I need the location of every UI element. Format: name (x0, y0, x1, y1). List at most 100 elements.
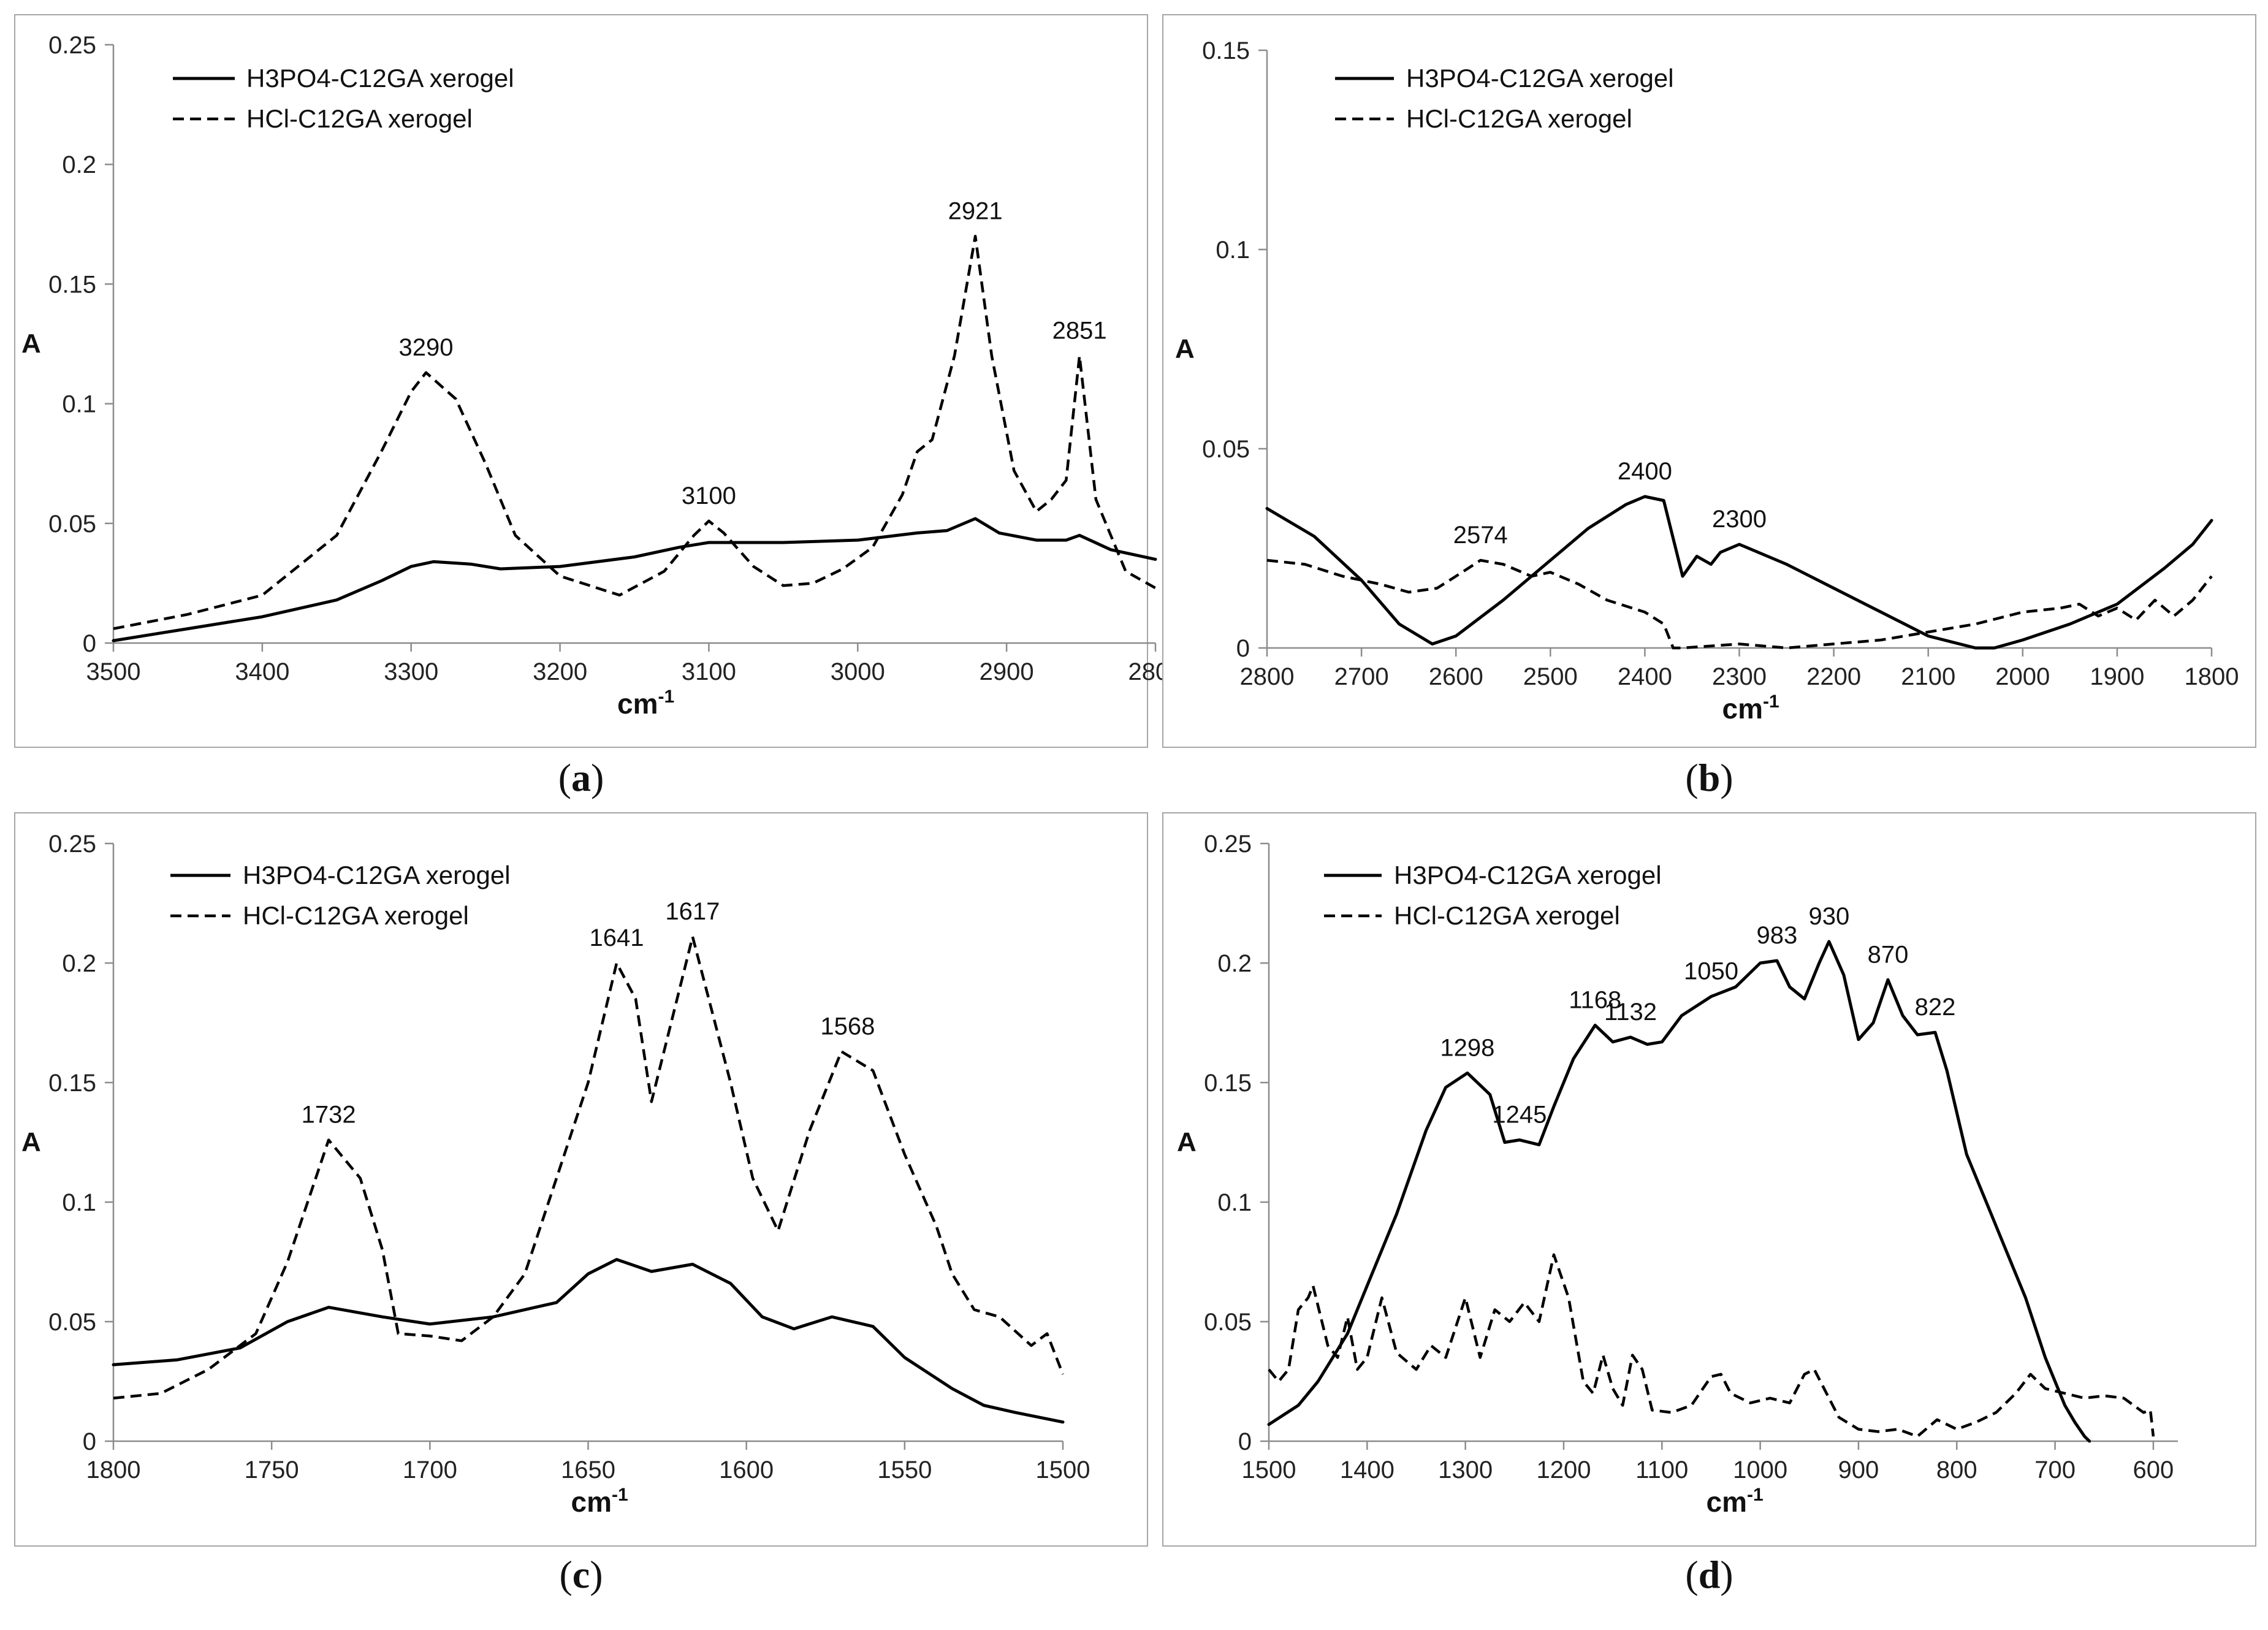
y-tick-label: 0.05 (48, 511, 96, 538)
x-tick-label: 3200 (533, 658, 587, 685)
y-tick-label: 0 (83, 1428, 96, 1455)
series-line-h3po4 (112, 1258, 1065, 1424)
y-tick-label: 0.1 (62, 391, 96, 418)
y-axis-title: A (21, 329, 41, 359)
x-tick-label: 2700 (1334, 663, 1389, 690)
panel-caption: (c) (559, 1553, 603, 1596)
panel-a: 0 0.05 0.1 0.15 0.2 0.25 3500 3400 3300 3200 3100 3… (14, 14, 1182, 799)
y-axis-title: A (21, 1127, 41, 1157)
series-line-hcl (113, 235, 1157, 630)
x-tick-label: 1700 (403, 1457, 457, 1483)
legend-label-h3po4: H3PO4-C12GA xerogel (1406, 64, 1674, 93)
panel-caption-open: ( (1685, 1553, 1698, 1596)
x-tick-label: 3100 (682, 658, 736, 685)
x-tick-label: 1600 (719, 1457, 774, 1483)
panel-caption-close: ) (590, 1553, 603, 1596)
y-tick-label: 0.1 (62, 1189, 96, 1216)
legend-label-hcl: HCl-C12GA xerogel (243, 901, 469, 930)
y-tick-label: 0.15 (1204, 1070, 1252, 1097)
series-line-hcl (1268, 1253, 2155, 1438)
series-line-hcl (1266, 558, 2213, 650)
panel-caption-close: ) (1720, 756, 1733, 799)
x-tick-label: 700 (2034, 1457, 2076, 1483)
x-tick-label: 2400 (1618, 663, 1672, 690)
y-tick-label: 0.15 (48, 1070, 96, 1097)
peak-label: 822 (1915, 994, 1956, 1021)
peak-label: 1050 (1684, 958, 1738, 985)
peak-label: 1732 (302, 1102, 356, 1129)
series-line-h3po4 (1267, 940, 2091, 1443)
x-tick-label: 1500 (1242, 1457, 1296, 1483)
panel-frame (14, 812, 1148, 1547)
y-tick-label: 0.1 (1216, 237, 1250, 264)
peak-label: 1617 (665, 898, 720, 925)
x-tick-label: 1200 (1536, 1457, 1591, 1483)
y-tick-label: 0 (83, 630, 96, 657)
x-tick-label: 1400 (1340, 1457, 1395, 1483)
x-tick-label: 3400 (235, 658, 289, 685)
x-tick-label: 2000 (1995, 663, 2050, 690)
legend-label-h3po4: H3PO4-C12GA xerogel (243, 861, 511, 889)
x-tick-label: 2900 (980, 658, 1034, 685)
x-tick-label: 2800 (1240, 663, 1295, 690)
x-tick-label: 2300 (1712, 663, 1767, 690)
panel-caption-open: ( (559, 1553, 572, 1596)
x-tick-label: 1300 (1438, 1457, 1493, 1483)
x-tick-label: 2500 (1523, 663, 1578, 690)
peak-label: 2574 (1453, 522, 1508, 549)
peak-label: 2851 (1052, 318, 1107, 345)
y-tick-label: 0.15 (1202, 37, 1250, 64)
legend-label-h3po4: H3PO4-C12GA xerogel (246, 64, 514, 93)
x-tick-label: 600 (2133, 1457, 2174, 1483)
y-tick-label: 0.25 (48, 32, 96, 59)
legend-label-hcl: HCl-C12GA xerogel (1406, 104, 1632, 133)
x-tick-label: 2100 (1901, 663, 1955, 690)
x-axis-title-main: cm (1722, 693, 1763, 725)
x-axis-title: cm-1 (1707, 1485, 1764, 1518)
panel-caption-open: ( (558, 756, 571, 799)
panel-caption: (b) (1685, 756, 1733, 799)
peak-label: 2921 (948, 197, 1003, 224)
x-tick-label: 1900 (2090, 663, 2144, 690)
x-axis-title-main: cm (1707, 1486, 1747, 1518)
x-axis-title: cm-1 (571, 1485, 628, 1518)
series-line-h3po4 (1265, 495, 2213, 650)
x-tick-label: 1800 (2185, 663, 2239, 690)
x-tick-label: 2600 (1429, 663, 1483, 690)
x-axis-title-superscript: -1 (1763, 691, 1779, 712)
panel-d: 0 0.05 0.1 0.15 0.2 0.25 1500 1400 1300 1200 1100 1… (1162, 812, 2256, 1596)
y-tick-label: 0.25 (48, 831, 96, 858)
y-axis-title: A (1175, 334, 1195, 364)
x-tick-label: 2200 (1806, 663, 1861, 690)
peak-label: 2300 (1712, 506, 1767, 533)
panel-caption: (a) (558, 756, 604, 799)
x-axis-title: cm-1 (617, 687, 674, 720)
peak-label: 3290 (399, 334, 454, 361)
panel-frame (1162, 14, 2256, 748)
panel-caption: (d) (1685, 1553, 1733, 1596)
x-tick-label: 3000 (831, 658, 885, 685)
x-tick-label: 3300 (384, 658, 438, 685)
x-axis-title-superscript: -1 (658, 687, 674, 707)
x-tick-label: 1750 (245, 1457, 299, 1483)
peak-label: 3100 (682, 482, 736, 509)
panel-caption-letter: b (1699, 756, 1721, 799)
panel-b: 0 0.05 0.1 0.15 2800 2700 2600 2500 2400 2300 2200… (1162, 14, 2256, 799)
x-tick-label: 1000 (1733, 1457, 1787, 1483)
series-line-hcl (113, 935, 1065, 1400)
x-axis-title-main: cm (617, 688, 658, 720)
y-tick-label: 0.2 (62, 151, 96, 178)
peak-label: 930 (1808, 903, 1849, 930)
x-tick-label: 900 (1838, 1457, 1879, 1483)
x-tick-label: 1800 (86, 1457, 141, 1483)
peak-label: 1132 (1604, 999, 1657, 1026)
peak-label: 983 (1757, 922, 1798, 949)
x-tick-label: 1550 (877, 1457, 932, 1483)
y-tick-label: 0.25 (1204, 831, 1252, 858)
x-axis-title-superscript: -1 (1747, 1485, 1764, 1505)
panel-caption-open: ( (1685, 756, 1698, 799)
y-tick-label: 0.2 (1217, 950, 1252, 977)
y-tick-label: 0.1 (1217, 1189, 1252, 1216)
panel-caption-close: ) (1720, 1553, 1733, 1596)
